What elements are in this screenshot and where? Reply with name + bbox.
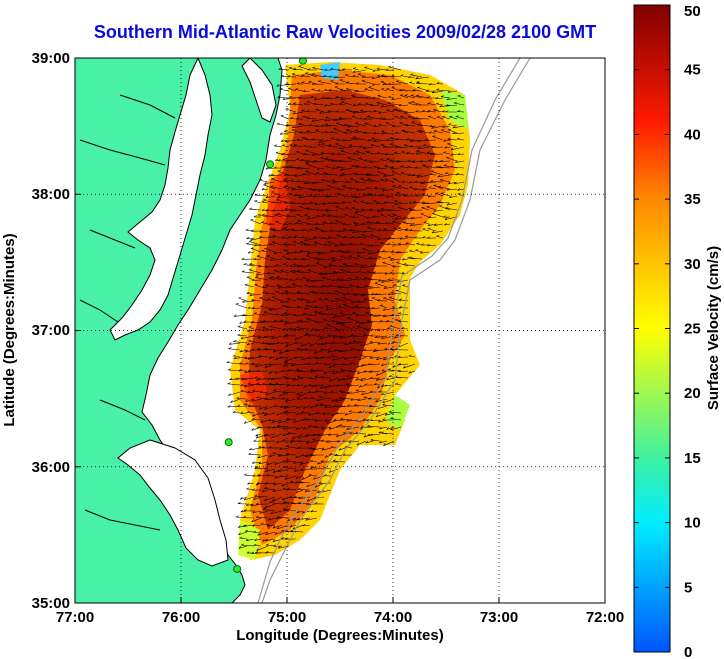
x-axis-label: Longitude (Degrees:Minutes) (236, 627, 444, 644)
colorbar-label: Surface Velocity (cm/s) (705, 246, 722, 410)
bathymetry-contour (261, 58, 531, 603)
arrow-vectors (226, 65, 465, 554)
station-markers (224, 58, 307, 573)
lat-tick-label: 38:00 (32, 186, 70, 203)
colorbar-tick-label: 50 (684, 3, 701, 20)
lon-tick-label: 73:00 (480, 609, 518, 626)
colorbar-ticks: 0 5 10 15 20 25 30 35 40 45 50 (634, 3, 701, 659)
station-marker (224, 438, 233, 447)
colorbar-tick-label: 20 (684, 385, 701, 402)
tick-marks (74, 57, 606, 604)
colorbar-tick-label: 35 (684, 191, 701, 208)
chesapeake-bay (109, 58, 213, 341)
station-marker (266, 160, 275, 169)
velocity-arrows (226, 65, 465, 554)
lon-tick-label: 76:00 (162, 609, 200, 626)
bathymetry-contour-2 (257, 58, 521, 603)
land-mass (75, 58, 283, 603)
colorbar-tick-label: 40 (684, 126, 701, 143)
colorbar-tick-label: 10 (684, 515, 701, 532)
lat-tick-label: 35:00 (32, 595, 70, 612)
colorbar-tick-label: 45 (684, 62, 701, 79)
lon-tick-label: 72:00 (586, 609, 624, 626)
colorbar (633, 4, 671, 653)
station-marker (298, 58, 307, 65)
grid-lines (75, 58, 605, 603)
lat-tick-label: 39:00 (32, 50, 70, 67)
colorbar-tick-label: 30 (684, 256, 701, 273)
colorbar-tick-label: 0 (684, 644, 692, 659)
lat-tick-label: 37:00 (32, 322, 70, 339)
colorbar-tick-label: 25 (684, 321, 701, 338)
lon-tick-label: 74:00 (374, 609, 412, 626)
lon-tick-label: 75:00 (268, 609, 306, 626)
colorbar-tick-label: 5 (684, 579, 692, 596)
map-title: Southern Mid-Atlantic Raw Velocities 200… (93, 22, 597, 42)
delaware-bay (241, 58, 277, 123)
station-marker (233, 564, 242, 573)
river-lines (79, 94, 176, 531)
pamlico-sound (117, 439, 229, 567)
lon-tick-label: 77:00 (56, 609, 94, 626)
y-axis-label: Latitude (Degrees:Minutes) (1, 233, 18, 426)
colorbar-tick-label: 15 (684, 450, 701, 467)
lat-tick-label: 36:00 (32, 459, 70, 476)
